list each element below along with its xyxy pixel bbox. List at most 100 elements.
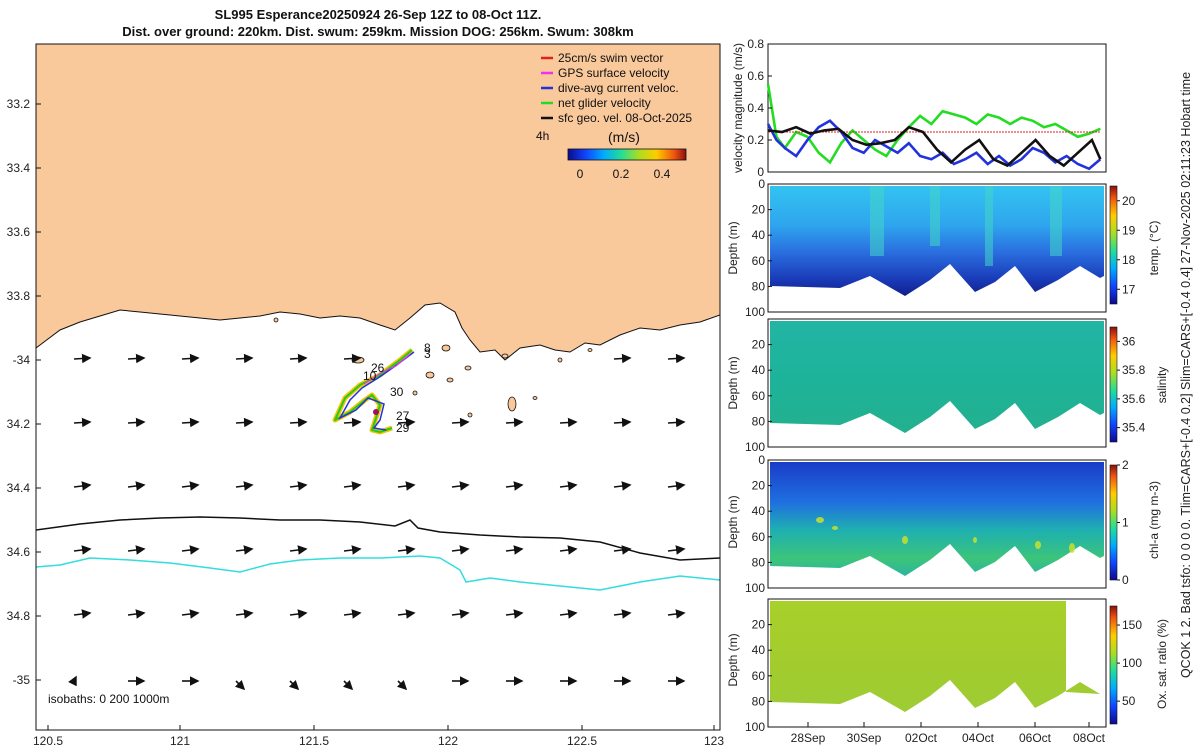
chlorophyll-ylabel: Depth (m) bbox=[726, 495, 740, 548]
chlorophyll-panel: 0 20 40 60 80 100 Depth (m) 0 1 2 chl-a (mg m-3… bbox=[726, 453, 1161, 595]
velocity-vector bbox=[505, 481, 524, 491]
velocity-vector bbox=[73, 353, 92, 364]
velocity-vector bbox=[559, 545, 578, 555]
track-label-3: 3 bbox=[424, 347, 431, 361]
velocity-vector bbox=[235, 417, 254, 428]
surface-velocity-vectors bbox=[68, 353, 686, 691]
velocity-vector bbox=[289, 353, 308, 364]
salinity-colorbar-ticks: 35.4 35.6 35.8 36 bbox=[1117, 334, 1146, 435]
velocity-vector bbox=[505, 545, 524, 555]
track-gps bbox=[363, 353, 411, 385]
glider-track: 8 3 26 10 30 27 29 bbox=[332, 341, 431, 435]
colorbar-tick: 19 bbox=[1122, 223, 1136, 237]
depth-tick: 80 bbox=[752, 414, 766, 428]
velocity-vector bbox=[235, 481, 254, 491]
velocity-y-axis: 0 0.2 0.4 0.6 0.8 bbox=[747, 37, 772, 179]
legend-label: sfc geo. vel. 08-Oct-2025 bbox=[558, 111, 692, 125]
velocity-vector bbox=[289, 417, 308, 428]
colorbar-tick: 35.4 bbox=[1122, 421, 1146, 435]
map-y-tick: -34 bbox=[13, 353, 31, 367]
velocity-vector bbox=[667, 417, 686, 428]
salinity-panel: 20 40 60 80 100 Depth (m) 35.4 35.6 35.8 36 sal… bbox=[726, 318, 1169, 454]
track-label-26: 26 bbox=[371, 361, 385, 375]
map-y-tick: -35 bbox=[13, 673, 31, 687]
map-x-tick: 121 bbox=[170, 734, 190, 748]
velocity-vector bbox=[396, 679, 408, 691]
map-x-tick: 123 bbox=[704, 734, 724, 748]
date-tick: 04Oct bbox=[962, 731, 995, 745]
colorbar-tick: 20 bbox=[1122, 194, 1136, 208]
velocity-vector bbox=[289, 545, 308, 555]
colorbar-tick: 18 bbox=[1122, 253, 1136, 267]
legend-label: GPS surface velocity bbox=[558, 66, 669, 80]
velocity-vector bbox=[559, 481, 578, 491]
velocity-vector bbox=[343, 609, 362, 619]
depth-tick: 100 bbox=[745, 305, 765, 319]
depth-tick: 40 bbox=[752, 643, 766, 657]
track-label-10: 10 bbox=[363, 369, 377, 383]
velocity-y-tick: 0 bbox=[757, 165, 764, 179]
temperature-ylabel: Depth (m) bbox=[726, 221, 740, 274]
velocity-vector bbox=[559, 609, 578, 619]
velocity-vector bbox=[235, 353, 254, 364]
depth-tick: 60 bbox=[752, 389, 766, 403]
track-label-27: 27 bbox=[396, 409, 410, 423]
map-x-tick: 120.5 bbox=[33, 734, 63, 748]
velocity-vector bbox=[613, 481, 632, 491]
map-x-tick: 122 bbox=[438, 734, 458, 748]
velocity-vector bbox=[397, 481, 416, 491]
velocity-vector bbox=[559, 417, 578, 428]
depth-tick: 20 bbox=[752, 479, 766, 493]
velocity-vector bbox=[667, 353, 686, 364]
velocity-vector bbox=[73, 481, 92, 491]
chlorophyll-colorbar-ticks: 0 1 2 bbox=[1117, 458, 1129, 587]
land-mass bbox=[36, 44, 720, 361]
oxygen-panel: 20 40 60 80 100 28Sep 30Sep 02Oct 04Oct 06Oct 08O… bbox=[726, 598, 1169, 745]
velocity-y-tick: 0.8 bbox=[747, 37, 764, 51]
salinity-y-axis: 20 40 60 80 100 bbox=[745, 338, 772, 454]
date-tick: 08Oct bbox=[1073, 731, 1106, 745]
map-y-tick: 33.8 bbox=[7, 289, 31, 303]
title-line-1: SL995 Esperance20250924 26-Sep 12Z to 08… bbox=[215, 7, 542, 22]
oxygen-ylabel: Depth (m) bbox=[726, 633, 740, 686]
chlorophyll-patches bbox=[816, 517, 1075, 553]
velocity-vector bbox=[234, 679, 246, 691]
map-y-tick: 34.6 bbox=[7, 545, 31, 559]
legend-label: net glider velocity bbox=[558, 96, 651, 110]
map-y-tick: 34.8 bbox=[7, 609, 31, 623]
islands bbox=[273, 317, 593, 418]
velocity-vector bbox=[613, 353, 632, 364]
chlorophyll-colorbar-label: chl-a (mg m-3) bbox=[1147, 481, 1161, 559]
temperature-colorbar-ticks: 17 18 19 20 bbox=[1117, 194, 1136, 296]
title-line-2: Dist. over ground: 220km. Dist. swum: 25… bbox=[122, 24, 634, 39]
velocity-vector bbox=[288, 679, 300, 691]
velocity-vector bbox=[613, 545, 632, 555]
depth-tick: 80 bbox=[752, 555, 766, 569]
salinity-section bbox=[770, 321, 1104, 433]
velocity-vector bbox=[127, 609, 146, 619]
map-y-tick: 33.2 bbox=[7, 97, 31, 111]
colorbar-tick: 2 bbox=[1122, 458, 1129, 472]
velocity-vector bbox=[505, 609, 524, 619]
colorbar-tick-1: 0.2 bbox=[613, 167, 630, 181]
depth-tick: 20 bbox=[752, 203, 766, 217]
velocity-y-tick: 0.6 bbox=[747, 69, 764, 83]
velocity-series bbox=[766, 83, 1102, 171]
legend-label: 25cm/s swim vector bbox=[558, 51, 663, 65]
legend-label: dive-avg current veloc. bbox=[558, 81, 679, 95]
velocity-vector bbox=[235, 545, 254, 555]
track-net-velocity bbox=[334, 349, 413, 433]
velocity-vector bbox=[343, 481, 362, 491]
colorbar-tick: 1 bbox=[1122, 516, 1129, 530]
velocity-vector bbox=[181, 481, 200, 491]
velocity-y-tick: 0.4 bbox=[747, 101, 764, 115]
map-x-tick: 122.5 bbox=[567, 734, 597, 748]
depth-tick: 60 bbox=[752, 530, 766, 544]
velocity-vector bbox=[397, 417, 416, 428]
depth-tick: 0 bbox=[758, 177, 765, 191]
temperature-colorbar-label: temp. (°C) bbox=[1147, 221, 1161, 276]
colorbar-title: (m/s) bbox=[608, 129, 640, 145]
map-y-tick: 34.4 bbox=[7, 481, 31, 495]
